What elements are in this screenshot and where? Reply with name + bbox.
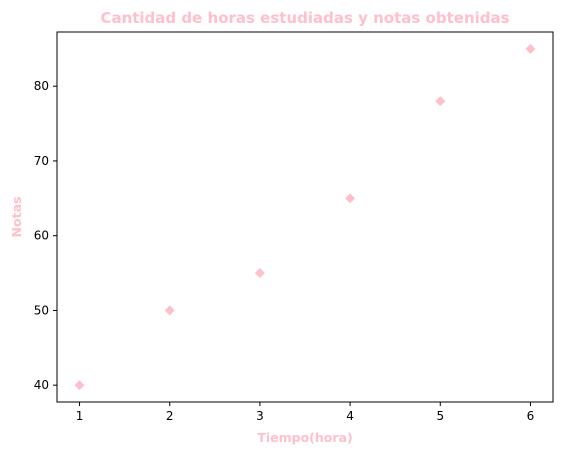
plot-frame <box>56 31 554 403</box>
x-tick-label: 5 <box>436 409 444 423</box>
y-tick-label: 60 <box>34 229 49 243</box>
data-point <box>164 305 175 316</box>
y-axis-label: Notas <box>9 197 24 238</box>
data-point <box>74 380 85 391</box>
y-tick-label: 80 <box>34 79 49 93</box>
data-points <box>74 43 536 391</box>
x-tick-label: 1 <box>76 409 84 423</box>
x-axis-label: Tiempo(hora) <box>257 430 352 445</box>
axis-ticks: 1 2 3 4 5 6 40 50 60 70 80 <box>34 79 535 423</box>
x-tick-label: 3 <box>256 409 264 423</box>
x-tick-label: 6 <box>527 409 535 423</box>
plot-area <box>56 31 554 403</box>
data-point <box>435 96 446 107</box>
x-tick-label: 4 <box>346 409 354 423</box>
y-tick-label: 50 <box>34 303 49 317</box>
x-tick-label: 2 <box>166 409 174 423</box>
chart-title: Cantidad de horas estudiadas y notas obt… <box>100 9 509 27</box>
y-tick-label: 40 <box>34 378 49 392</box>
y-tick-label: 70 <box>34 154 49 168</box>
data-point <box>345 193 356 204</box>
data-point <box>525 43 536 54</box>
data-point <box>254 268 265 279</box>
